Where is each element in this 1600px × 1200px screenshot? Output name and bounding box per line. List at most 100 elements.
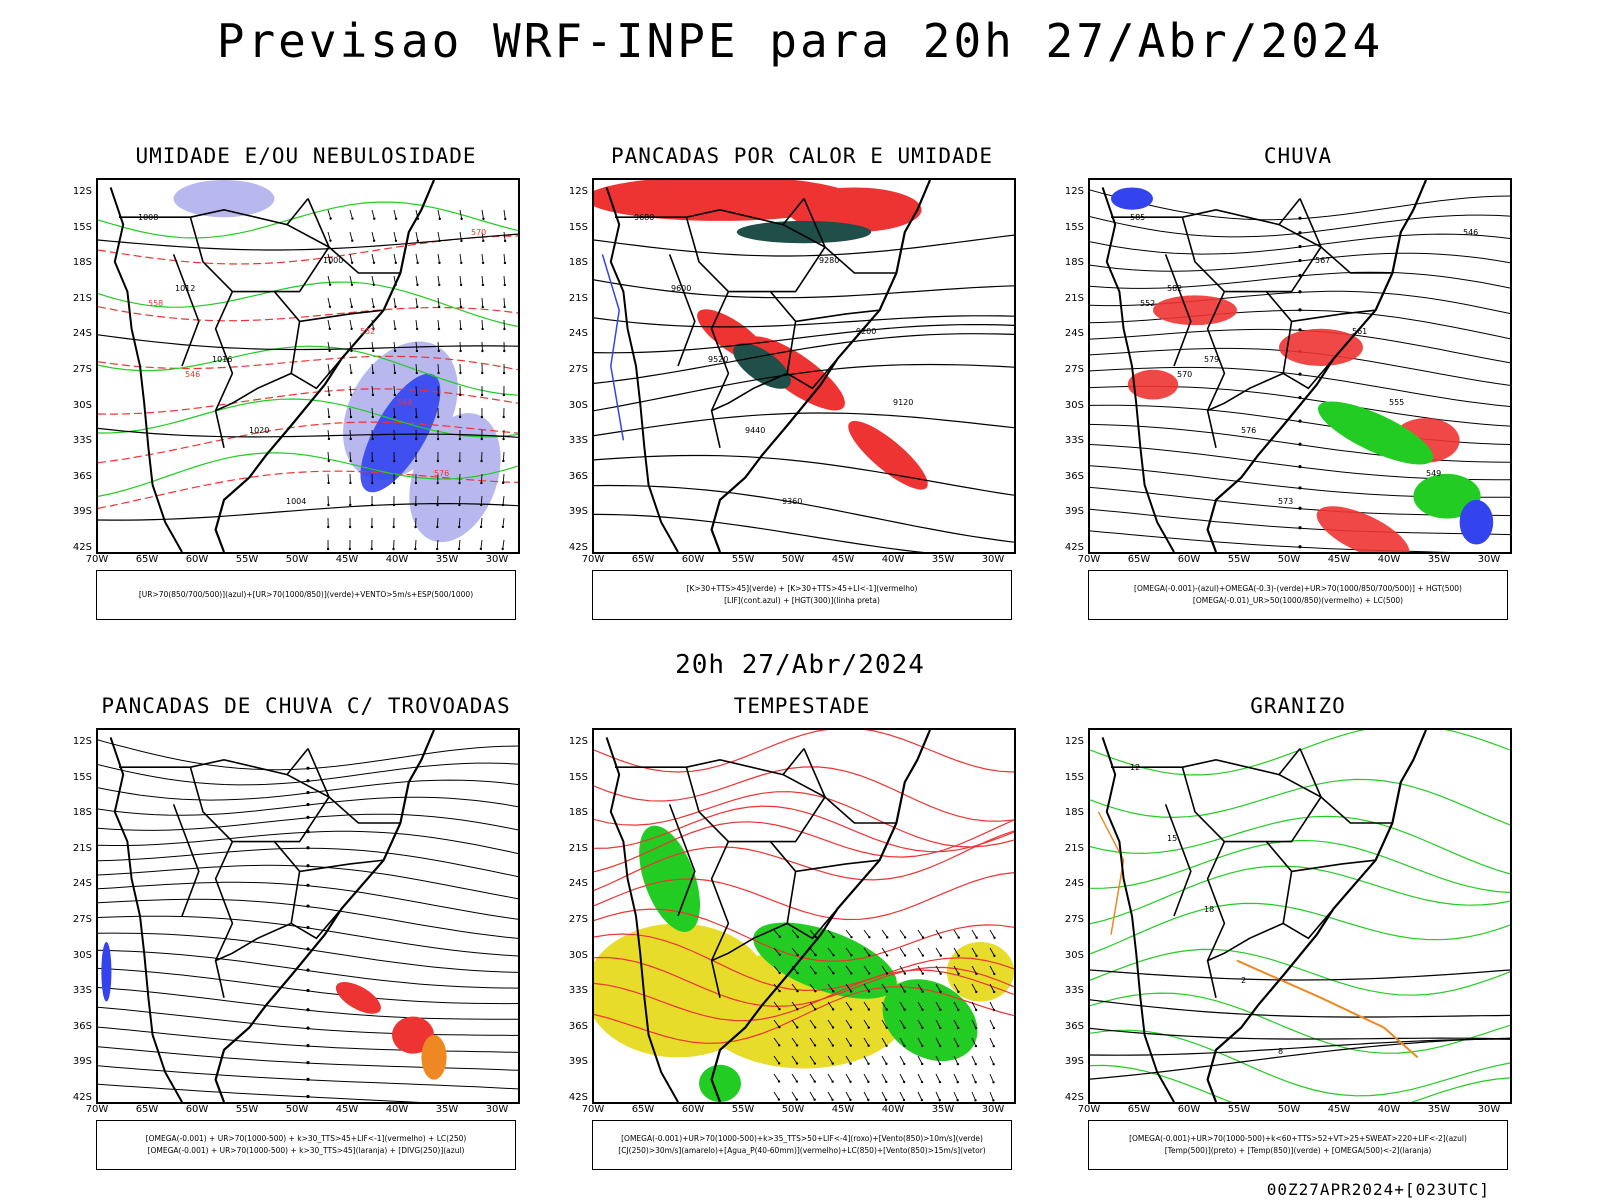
lat-label: 15S [568,771,588,783]
wind-arrowhead [414,481,418,485]
wind-arrowhead [481,349,484,353]
wind-vector [989,965,995,975]
wind-arrowhead [867,972,871,975]
lat-label: 36S [72,1020,92,1032]
legend-line: [OMEGA(-0.01)_UR>50(1000/850)(vermelho) … [1192,596,1404,605]
contour-line [594,324,1014,354]
country-border [1181,216,1293,374]
shaded-area [409,413,501,543]
map-tempestade [592,728,1016,1104]
wind-arrowhead [796,971,799,975]
wind-vector [503,297,506,308]
streamline-arrow [306,1008,310,1012]
wind-arrowhead [867,1080,870,1084]
wind-arrowhead [938,1080,942,1084]
wind-arrowhead [885,1008,888,1011]
contour-line [1090,992,1510,1054]
country-border [786,358,839,390]
wind-vector [899,1091,905,1101]
wind-arrowhead [503,239,507,243]
wind-vector [349,231,353,241]
wind-arrowhead [778,953,781,957]
country-border [274,773,331,843]
wind-arrowhead [349,437,352,441]
wind-arrowhead [974,1099,977,1102]
wind-arrowhead [957,954,960,957]
wind-vector [845,1055,852,1064]
wind-vector [953,983,959,993]
wind-vector [371,407,374,418]
lat-label: 39S [72,1056,92,1068]
wind-vector [899,929,906,938]
wind-vector [503,275,506,286]
map-chuva: 585 582 579 576 573 567 561 555 549 546 552 570 [1088,178,1512,554]
lon-label: 50W [781,1104,805,1115]
streamline [98,1026,518,1053]
country-border [668,254,696,367]
wind-arrowhead [921,1044,924,1048]
contour-label: 555 [1389,398,1404,407]
shaded-area [639,825,701,932]
shaded-area [1111,187,1153,210]
wind-vector [327,231,331,241]
wind-vector [827,1073,834,1082]
contour-line [594,933,1014,992]
wind-arrowhead [436,437,440,441]
wind-vector [845,965,852,974]
wind-vector [502,495,505,505]
contour-line [594,791,1014,848]
lat-label: 24S [72,878,92,890]
wind-vector [935,965,942,974]
wind-arrowhead [795,1044,799,1047]
wind-arrowhead [814,935,817,939]
contour-line [98,503,518,521]
wind-vector [827,947,834,956]
lat-label: 42S [568,542,588,553]
contour-label: 558 [148,299,163,308]
wind-vector [971,1001,977,1011]
wind-vector [349,407,352,417]
contour-label: 1012 [175,284,195,293]
wind-vector [917,929,924,938]
wind-vector [437,275,440,285]
wind-arrowhead [372,305,375,309]
wind-arrowhead [939,1008,942,1012]
shaded-area [360,373,441,493]
wind-arrowhead [778,1026,781,1029]
wind-vector [437,209,441,219]
wind-vector [371,385,374,395]
wind-vector [371,363,374,373]
streamline-arrow [306,802,310,807]
wind-arrowhead [437,327,441,331]
wind-vector [881,983,888,992]
wind-arrowhead [371,459,374,463]
wind-arrowhead [778,989,781,993]
legend-line: [OMEGA(-0.001) + UR>70(1000-500) + k>30_… [147,1146,465,1155]
wind-arrowhead [939,1026,942,1030]
country-border [1206,291,1226,411]
country-border [770,773,827,843]
wind-arrowhead [481,283,485,287]
country-border [1111,748,1301,776]
contour-label: 1016 [212,355,232,364]
wind-arrowhead [849,1080,852,1083]
streamline-arrow [306,1026,310,1030]
wind-vector [773,1091,780,1100]
wind-arrowhead [415,393,418,397]
wind-arrowhead [992,1081,995,1084]
wind-arrowhead [974,1026,978,1030]
contour-line [98,388,518,415]
country-border [1206,841,1226,961]
wind-arrowhead [884,1098,888,1102]
shaded-area [421,1035,447,1080]
country-border [299,859,384,873]
lon-label: 40W [385,554,409,565]
shaded-area [699,1064,741,1102]
lon-label: 70W [581,1104,605,1115]
wind-vector [393,209,397,219]
streamline-arrow [306,864,310,868]
lat-label: 27S [1064,364,1084,375]
wind-arrowhead [371,415,374,419]
wind-vector [917,965,924,974]
wind-vector [327,363,330,373]
